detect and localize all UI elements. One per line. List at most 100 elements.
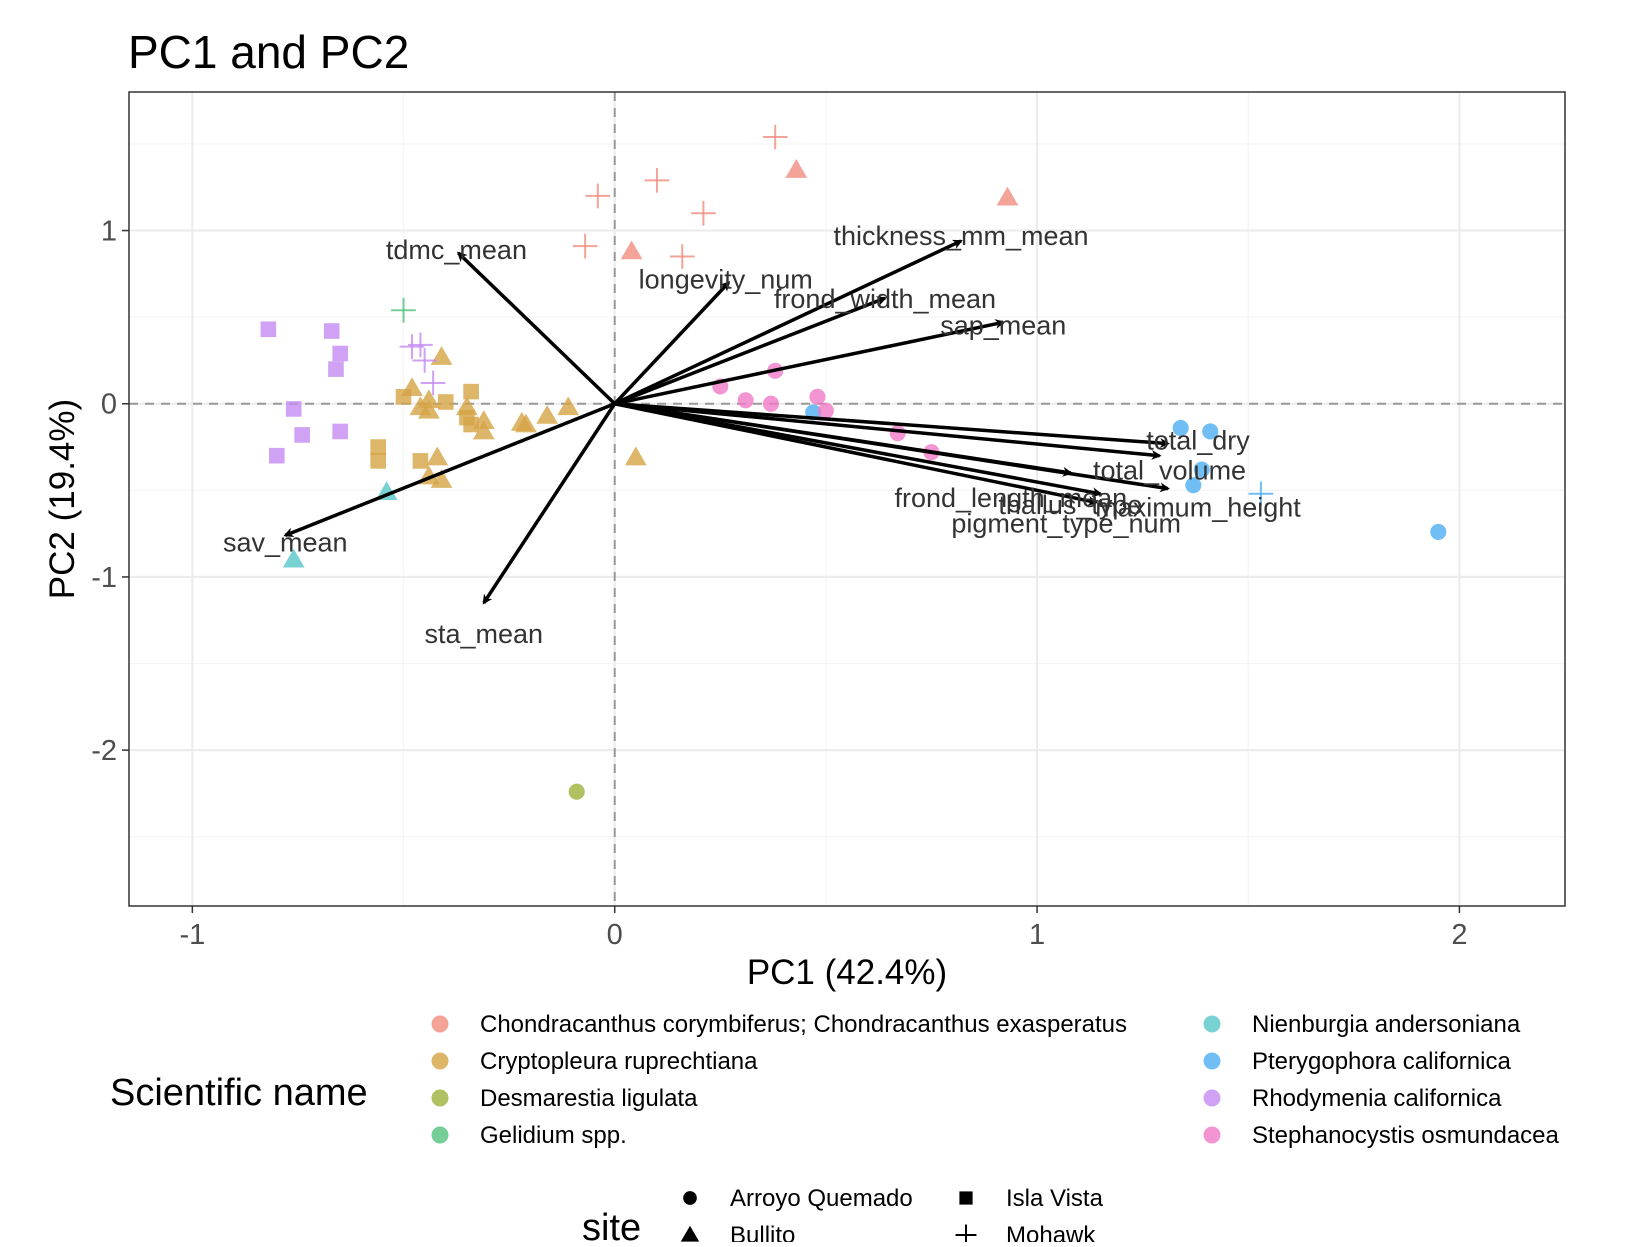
data-point xyxy=(395,389,412,405)
species-legend-label: Pterygophora californica xyxy=(1252,1048,1511,1075)
loading-label: sta_mean xyxy=(424,619,543,649)
loading-arrow xyxy=(456,251,616,406)
loading-label: thallus_type xyxy=(998,490,1142,520)
data-point xyxy=(260,321,277,338)
site-legend-key xyxy=(955,1224,977,1246)
data-point xyxy=(420,370,446,396)
site-legend-key xyxy=(683,1191,697,1205)
data-point xyxy=(515,413,537,433)
species-legend-key xyxy=(1203,1052,1221,1070)
loading-arrow xyxy=(614,402,1170,493)
loading-label: frond_width_mean xyxy=(774,284,996,314)
data-point xyxy=(1193,461,1210,478)
data-point xyxy=(370,453,386,469)
species-legend-key xyxy=(1203,1126,1221,1144)
data-point xyxy=(417,389,440,409)
data-point xyxy=(762,124,788,150)
data-point xyxy=(412,453,429,469)
data-point xyxy=(282,548,305,568)
loading-label: total_dry xyxy=(1146,426,1250,456)
data-points xyxy=(260,124,1447,800)
data-point xyxy=(624,446,647,466)
species-legend-key xyxy=(1203,1015,1221,1033)
loading-label: frond_length_mean xyxy=(895,483,1128,513)
site-legend-title: site xyxy=(582,1207,641,1242)
loading-arrow xyxy=(482,402,617,605)
data-point xyxy=(809,388,826,405)
loading-arrow xyxy=(613,281,731,405)
data-point xyxy=(1430,523,1447,540)
grid-lines xyxy=(129,92,1565,906)
data-point xyxy=(557,396,580,416)
loading-label: pigment_type_num xyxy=(951,508,1181,538)
data-point xyxy=(1185,477,1202,494)
data-point xyxy=(737,392,754,409)
legends: Scientific name site Chondracanthus cory… xyxy=(110,1011,1560,1247)
site-legend-key xyxy=(680,1225,700,1242)
loading-arrow xyxy=(614,319,1006,406)
axis-ticks: -1 0 1 2 -2 -1 0 1 xyxy=(91,216,1467,951)
data-point xyxy=(269,447,285,464)
data-point xyxy=(568,783,585,800)
loading-label: sap_mean xyxy=(940,310,1066,340)
data-point xyxy=(536,404,559,424)
loading-arrow xyxy=(283,402,616,538)
data-point xyxy=(391,297,416,323)
data-point xyxy=(572,233,598,259)
loading-arrow xyxy=(614,402,1162,460)
loading-label: tdmc_mean xyxy=(386,235,527,265)
data-point xyxy=(323,323,340,339)
loading-label: maximum_height xyxy=(1095,493,1301,523)
data-point xyxy=(1202,423,1219,440)
data-point xyxy=(463,383,479,400)
x-axis-title: PC1 (42.4%) xyxy=(747,953,947,992)
data-point xyxy=(456,396,478,416)
x-tick-label: 0 xyxy=(607,919,623,951)
data-point xyxy=(644,167,670,193)
data-point xyxy=(785,159,808,178)
loading-label: thickness_mm_mean xyxy=(833,221,1088,251)
site-legend-label: Isla Vista xyxy=(1006,1185,1104,1212)
x-tick-label: 2 xyxy=(1451,919,1467,951)
chart-title: PC1 and PC2 xyxy=(128,26,409,78)
data-point xyxy=(691,200,716,226)
data-point xyxy=(996,186,1019,206)
data-point xyxy=(412,348,437,373)
data-point xyxy=(417,399,440,419)
data-point xyxy=(437,394,454,410)
data-point xyxy=(1172,419,1189,437)
data-point xyxy=(332,345,348,362)
species-legend-label: Chondracanthus corymbiferus; Chondracant… xyxy=(480,1011,1127,1038)
data-point xyxy=(426,446,449,466)
x-tick-label: -1 xyxy=(179,919,205,951)
species-legend-label: Nienburgia andersoniana xyxy=(1252,1011,1521,1038)
species-legend-label: Gelidium spp. xyxy=(480,1122,627,1149)
data-point xyxy=(817,402,834,419)
data-point xyxy=(472,420,495,440)
y-axis-title: PC2 (19.4%) xyxy=(43,399,82,599)
species-legend-label: Desmarestia ligulata xyxy=(480,1085,698,1112)
data-point xyxy=(889,425,906,442)
species-legend-label: Stephanocystis osmundacea xyxy=(1252,1122,1560,1149)
data-point xyxy=(408,332,433,358)
species-legend-label: Rhodymenia californica xyxy=(1252,1085,1502,1112)
site-legend-key xyxy=(959,1191,973,1205)
data-point xyxy=(430,469,453,488)
y-tick-label: -1 xyxy=(91,562,117,594)
loading-labels: thickness_mm_mean tdmc_mean longevity_numf… xyxy=(223,221,1301,649)
loading-arrow xyxy=(614,401,1170,448)
site-legend-label: Arroyo Quemado xyxy=(730,1185,913,1212)
data-point xyxy=(620,240,643,260)
data-point xyxy=(669,244,695,269)
data-point xyxy=(332,423,348,440)
species-legend-label: Cryptopleura ruprechtiana xyxy=(480,1048,758,1075)
species-legend-key xyxy=(431,1089,449,1107)
species-legend-key xyxy=(431,1015,449,1033)
site-legend-label: Bullito xyxy=(730,1222,795,1242)
loading-arrow xyxy=(614,402,1099,506)
data-point xyxy=(1248,481,1274,507)
y-tick-label: 1 xyxy=(101,216,117,248)
data-point xyxy=(294,427,310,443)
